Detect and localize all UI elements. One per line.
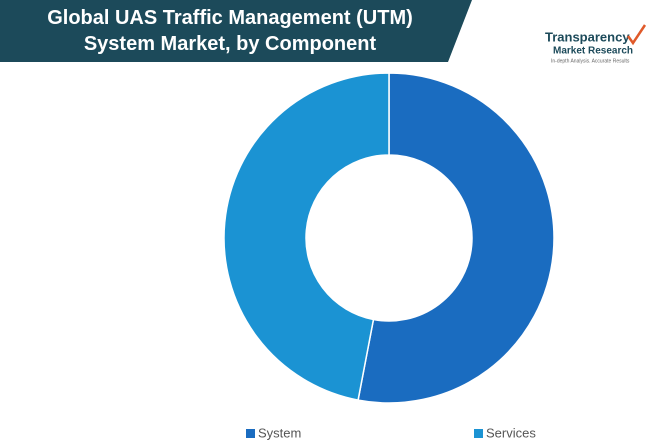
donut-slice [223,72,390,401]
donut-slice [357,72,555,404]
legend-label: System [258,425,301,440]
title-banner [0,0,472,62]
chart-title: Global UAS Traffic Management (UTM) Syst… [47,7,413,55]
logo-name: Market Research [553,46,633,57]
legend-label: Services [486,425,536,440]
legend-swatch [246,429,255,438]
logo-tagline: In-depth Analysis. Accurate Results [551,58,630,64]
logo-name: Transparency [545,29,630,44]
logo-check [626,24,647,46]
legend-swatch [474,429,483,438]
